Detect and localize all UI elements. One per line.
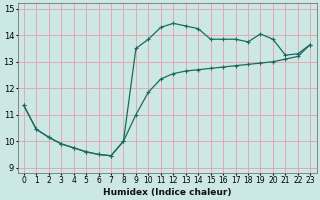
X-axis label: Humidex (Indice chaleur): Humidex (Indice chaleur) [103, 188, 231, 197]
